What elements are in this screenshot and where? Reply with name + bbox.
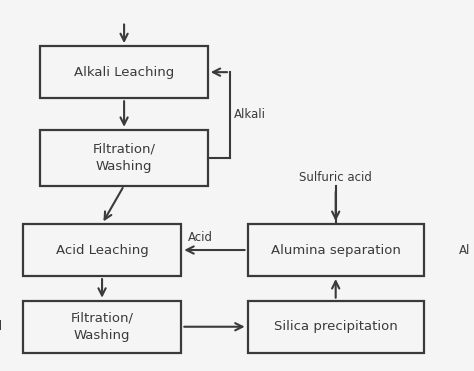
Text: Filtration/
Washing: Filtration/ Washing: [92, 142, 155, 173]
Text: Alumina separation: Alumina separation: [271, 243, 401, 256]
Text: Acid: Acid: [188, 231, 213, 244]
Text: Filtration/
Washing: Filtration/ Washing: [71, 311, 134, 342]
Text: Silica precipitation: Silica precipitation: [274, 320, 398, 333]
Text: Alkali Leaching: Alkali Leaching: [74, 66, 174, 79]
FancyBboxPatch shape: [40, 46, 208, 98]
FancyBboxPatch shape: [247, 224, 424, 276]
FancyBboxPatch shape: [23, 224, 182, 276]
FancyBboxPatch shape: [247, 301, 424, 353]
Text: Sulfuric acid: Sulfuric acid: [299, 171, 372, 184]
Text: Al: Al: [459, 243, 471, 256]
Text: coal: coal: [0, 320, 3, 333]
FancyBboxPatch shape: [40, 130, 208, 186]
FancyBboxPatch shape: [23, 301, 182, 353]
Text: Acid Leaching: Acid Leaching: [55, 243, 148, 256]
Text: Alkali: Alkali: [233, 108, 265, 121]
